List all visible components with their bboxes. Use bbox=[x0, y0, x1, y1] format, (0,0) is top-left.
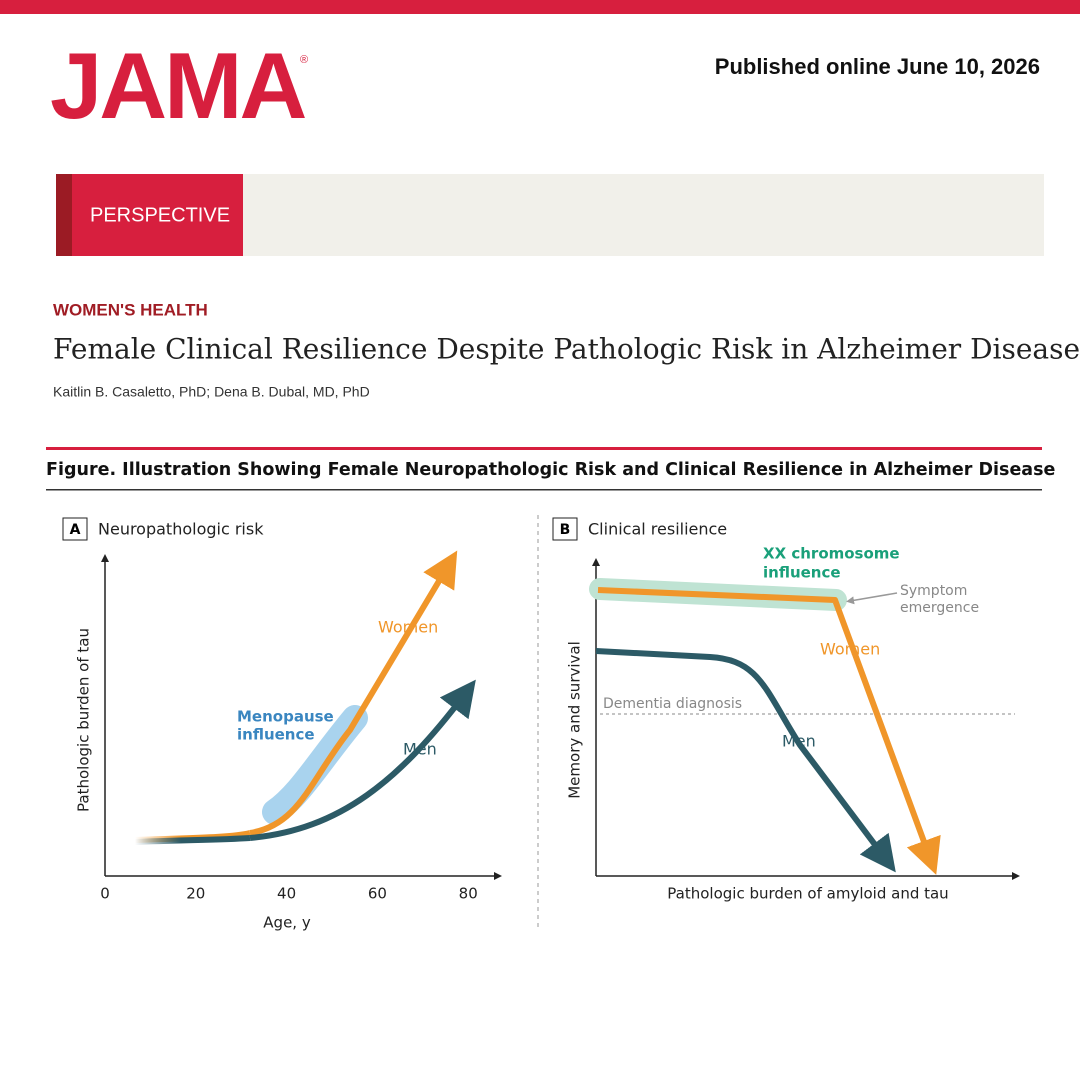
women-curve bbox=[597, 587, 941, 875]
banner-label: PERSPECTIVE bbox=[90, 204, 230, 226]
panel-title: Clinical resilience bbox=[588, 520, 727, 539]
banner-tag bbox=[56, 174, 243, 256]
x-ticks: 0 20 40 60 80 bbox=[100, 885, 478, 903]
top-bar bbox=[0, 0, 1080, 14]
women-label: Women bbox=[378, 618, 438, 637]
published-date: Published online June 10, 2026 bbox=[715, 54, 1040, 79]
x-axis-label: Age, y bbox=[263, 914, 311, 932]
symptom-label: emergence bbox=[900, 600, 979, 616]
x-tick-label: 20 bbox=[186, 885, 205, 903]
panel-letter: B bbox=[560, 522, 571, 538]
influence-label: influence bbox=[237, 726, 315, 744]
menopause-highlight bbox=[262, 705, 368, 825]
panel-letter: A bbox=[70, 522, 81, 538]
threshold-label: Dementia diagnosis bbox=[603, 696, 742, 712]
x-tick-label: 40 bbox=[277, 885, 296, 903]
men-label: Men bbox=[782, 732, 816, 751]
figure-rule bbox=[46, 447, 1042, 450]
article-title: Female Clinical Resilience Despite Patho… bbox=[53, 333, 1080, 366]
symptom-arrow bbox=[846, 592, 898, 605]
authors: Kaitlin B. Casaletto, PhD; Dena B. Dubal… bbox=[53, 384, 370, 400]
men-curve-faded bbox=[134, 835, 251, 845]
logo: JAMA bbox=[50, 33, 305, 138]
women-curve bbox=[249, 550, 458, 836]
men-curve bbox=[595, 648, 896, 873]
influence-label: influence bbox=[763, 564, 841, 582]
y-axis-label: Memory and survival bbox=[566, 641, 584, 799]
x-tick-label: 0 bbox=[100, 885, 110, 903]
influence-label: XX chromosome bbox=[763, 545, 900, 563]
y-axis-label: Pathologic burden of tau bbox=[75, 628, 93, 812]
figure-caption: Figure. Illustration Showing Female Neur… bbox=[46, 460, 1056, 480]
symptom-label: Symptom bbox=[900, 583, 967, 599]
men-curve bbox=[249, 679, 476, 841]
caption-rule bbox=[46, 489, 1042, 491]
men-label: Men bbox=[403, 740, 437, 759]
panel-title: Neuropathologic risk bbox=[98, 520, 264, 539]
panel-box bbox=[62, 517, 88, 541]
registered: ® bbox=[300, 54, 308, 66]
x-tick-label: 80 bbox=[459, 885, 478, 903]
x-axis-label: Pathologic burden of amyloid and tau bbox=[667, 885, 948, 903]
section: WOMEN'S HEALTH bbox=[53, 300, 208, 319]
x-tick-label: 60 bbox=[368, 885, 387, 903]
women-label: Women bbox=[820, 640, 880, 659]
panel-box bbox=[552, 517, 578, 541]
influence-label: Menopause bbox=[237, 708, 334, 726]
banner-strip bbox=[56, 174, 72, 256]
